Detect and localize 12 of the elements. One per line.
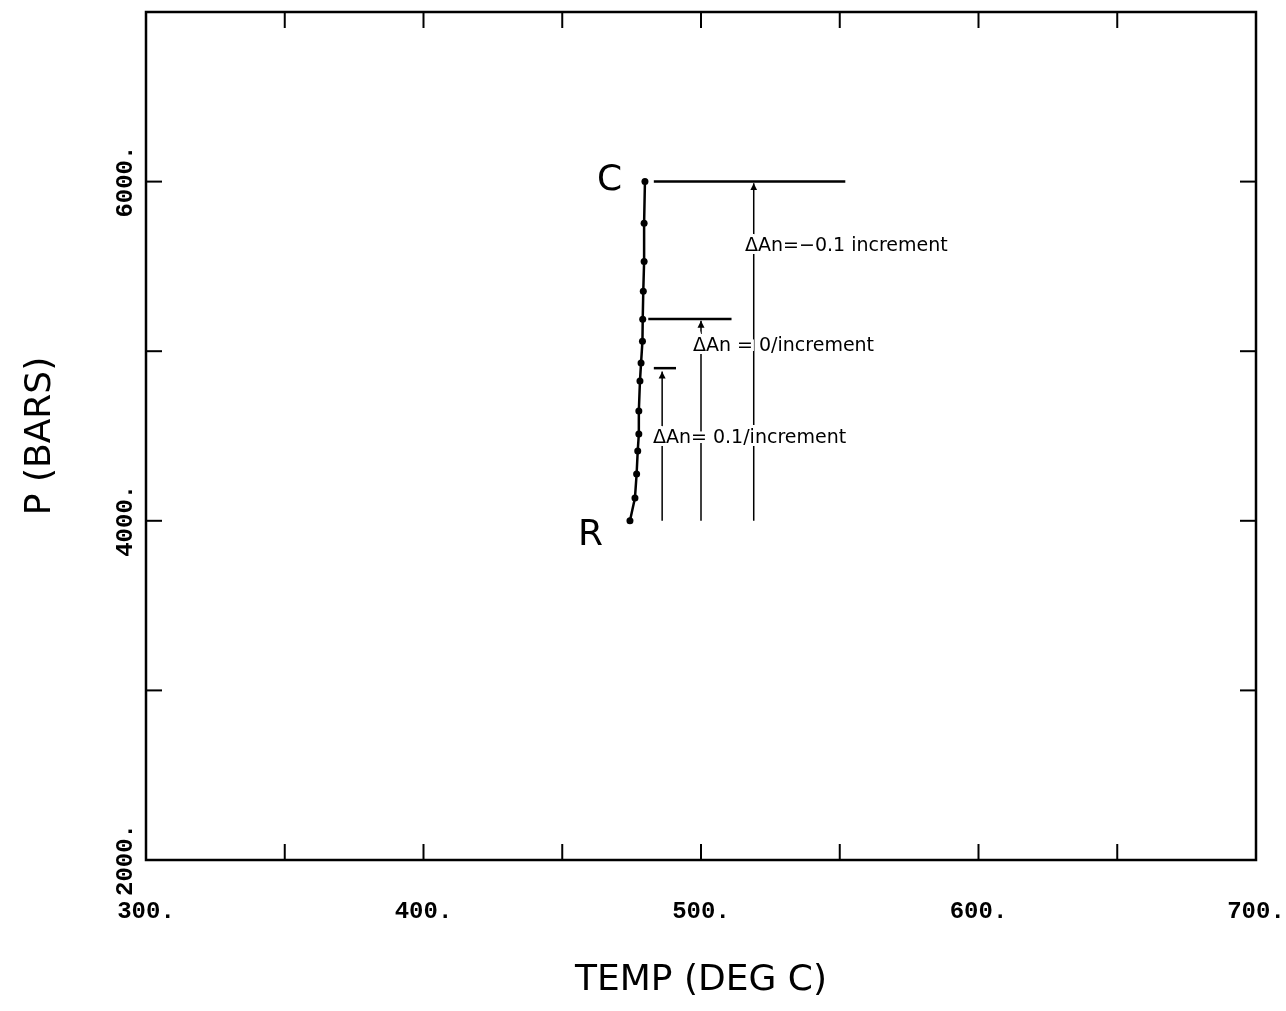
x-tick-label: 700. <box>1227 898 1285 925</box>
x-axis-title: TEMP (DEG C) <box>574 957 827 998</box>
x-tick-label: 400. <box>394 898 453 925</box>
annotation: R <box>578 512 604 553</box>
x-tick-label: 300. <box>117 898 175 925</box>
y-tick-label: 6000. <box>112 145 139 218</box>
y-tick-label: 2000. <box>112 823 139 897</box>
y-tick-label: 4000. <box>112 484 139 557</box>
annotation: C <box>597 157 623 198</box>
x-tick-label: 600. <box>949 898 1008 925</box>
y-axis-title: P (BARS) <box>17 356 58 516</box>
x-tick-label: 500. <box>672 898 730 925</box>
